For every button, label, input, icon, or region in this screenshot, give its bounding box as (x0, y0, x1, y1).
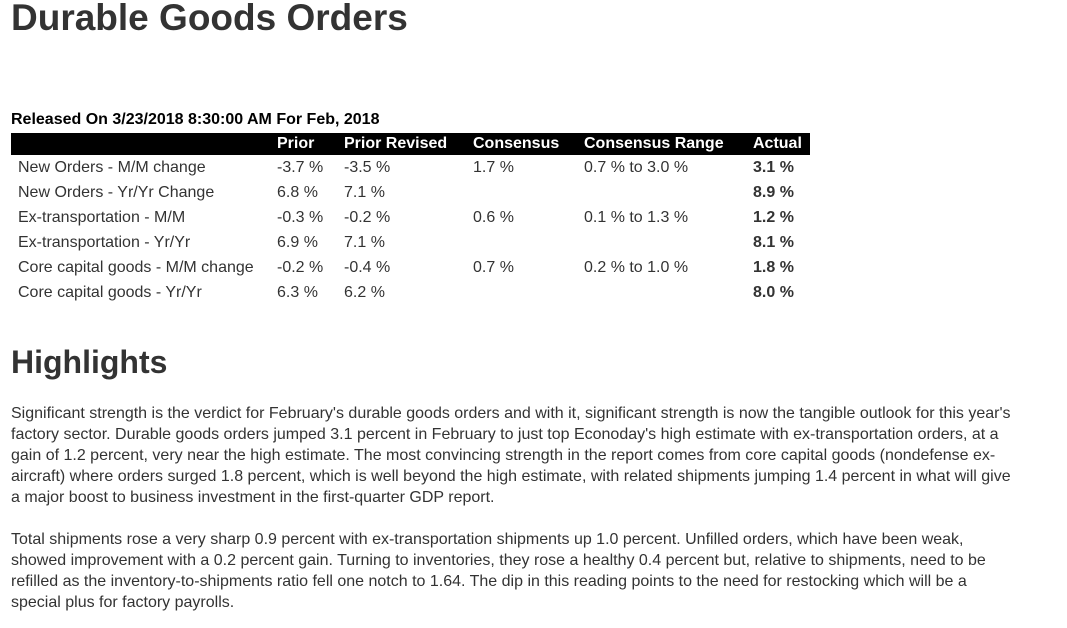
actual-value: 8.1 % (753, 234, 794, 251)
consensus-range-value: 0.1 % to 1.3 % (584, 209, 689, 226)
actual-value: 1.8 % (753, 259, 794, 276)
table-row: Core capital goods - Yr/Yr 6.3 % 6.2 % 8… (11, 280, 810, 305)
row-label: New Orders - Yr/Yr Change (18, 184, 215, 201)
table-row: New Orders - Yr/Yr Change 6.8 % 7.1 % 8.… (11, 180, 810, 205)
consensus-value: 0.6 % (473, 209, 514, 226)
prior-revised-value: 6.2 % (344, 284, 385, 301)
prior-revised-value: -0.2 % (344, 209, 391, 226)
table-row: Ex-transportation - M/M -0.3 % -0.2 % 0.… (11, 205, 810, 230)
consensus-range-value (577, 280, 746, 305)
release-date: Released On 3/23/2018 8:30:00 AM For Feb… (11, 111, 380, 128)
prior-value: 6.3 % (277, 284, 318, 301)
row-label: Core capital goods - Yr/Yr (18, 284, 202, 301)
header-label-column (11, 133, 270, 155)
prior-revised-value: 7.1 % (344, 234, 385, 251)
prior-value: 6.9 % (277, 234, 318, 251)
header-actual: Actual (746, 133, 810, 155)
indicator-table: Prior Prior Revised Consensus Consensus … (11, 133, 810, 305)
consensus-range-value (577, 180, 746, 205)
consensus-range-value: 0.7 % to 3.0 % (584, 159, 689, 176)
row-label: Ex-transportation - M/M (18, 209, 186, 226)
actual-value: 8.9 % (753, 184, 794, 201)
prior-value: -3.7 % (277, 159, 324, 176)
highlights-paragraph: Total shipments rose a very sharp 0.9 pe… (11, 531, 986, 611)
row-label: Ex-transportation - Yr/Yr (18, 234, 191, 251)
table-row: Core capital goods - M/M change -0.2 % -… (11, 255, 810, 280)
highlights-paragraph: Significant strength is the verdict for … (11, 405, 1011, 506)
header-prior: Prior (270, 133, 337, 155)
prior-revised-value: -3.5 % (344, 159, 391, 176)
prior-value: -0.2 % (277, 259, 324, 276)
page-title: Durable Goods Orders (11, 0, 408, 38)
consensus-value (466, 230, 577, 255)
prior-revised-value: 7.1 % (344, 184, 385, 201)
consensus-value (466, 280, 577, 305)
highlights-heading: Highlights (11, 344, 168, 380)
header-consensus-range: Consensus Range (577, 133, 746, 155)
table-row: New Orders - M/M change -3.7 % -3.5 % 1.… (11, 155, 810, 180)
actual-value: 8.0 % (753, 284, 794, 301)
header-consensus: Consensus (466, 133, 577, 155)
row-label: Core capital goods - M/M change (18, 259, 254, 276)
table-row: Ex-transportation - Yr/Yr 6.9 % 7.1 % 8.… (11, 230, 810, 255)
prior-value: 6.8 % (277, 184, 318, 201)
consensus-range-value: 0.2 % to 1.0 % (584, 259, 689, 276)
actual-value: 3.1 % (753, 159, 794, 176)
header-prior-revised: Prior Revised (337, 133, 466, 155)
prior-value: -0.3 % (277, 209, 324, 226)
actual-value: 1.2 % (753, 209, 794, 226)
consensus-value (466, 180, 577, 205)
table-header-row: Prior Prior Revised Consensus Consensus … (11, 133, 810, 155)
consensus-value: 1.7 % (473, 159, 514, 176)
row-label: New Orders - M/M change (18, 159, 206, 176)
prior-revised-value: -0.4 % (344, 259, 391, 276)
consensus-range-value (577, 230, 746, 255)
consensus-value: 0.7 % (473, 259, 514, 276)
